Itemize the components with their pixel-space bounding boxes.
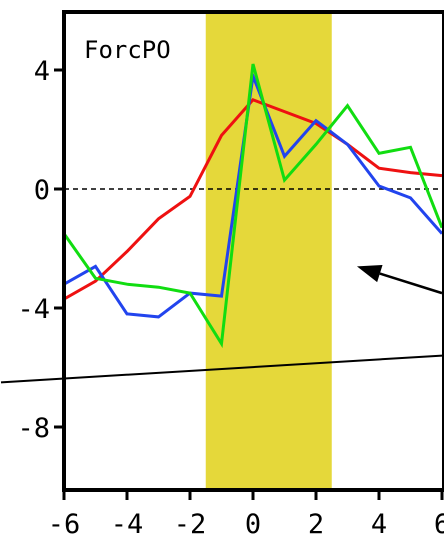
x-tick-label: 6 bbox=[434, 509, 444, 539]
series-line-3 bbox=[64, 63, 444, 349]
annotation-arrow-head bbox=[356, 264, 383, 283]
y-tick-label: 0 bbox=[34, 175, 50, 206]
highlight-band bbox=[205, 12, 332, 490]
y-tick-label: -4 bbox=[17, 294, 50, 325]
x-tick-label: 4 bbox=[371, 509, 387, 539]
annotation-layer bbox=[0, 264, 443, 384]
axis-layer: -6 -4 -2 0 2 4 6 4 0 -4 -8 bbox=[17, 56, 444, 539]
series-line-1 bbox=[64, 98, 443, 301]
x-tick-label: 2 bbox=[308, 509, 324, 539]
series-layer bbox=[64, 63, 444, 349]
panel-label: ForcPO bbox=[84, 36, 171, 64]
x-tick-label: -4 bbox=[111, 509, 144, 539]
x-tick-label: -2 bbox=[174, 509, 207, 539]
x-tick-label: 0 bbox=[245, 509, 261, 539]
y-tick-label: -8 bbox=[17, 413, 50, 444]
x-tick-label: -6 bbox=[48, 509, 81, 539]
annotation-arrow-shaft bbox=[379, 272, 443, 295]
y-tick-label: 4 bbox=[34, 56, 50, 87]
annotation-line bbox=[0, 354, 443, 384]
